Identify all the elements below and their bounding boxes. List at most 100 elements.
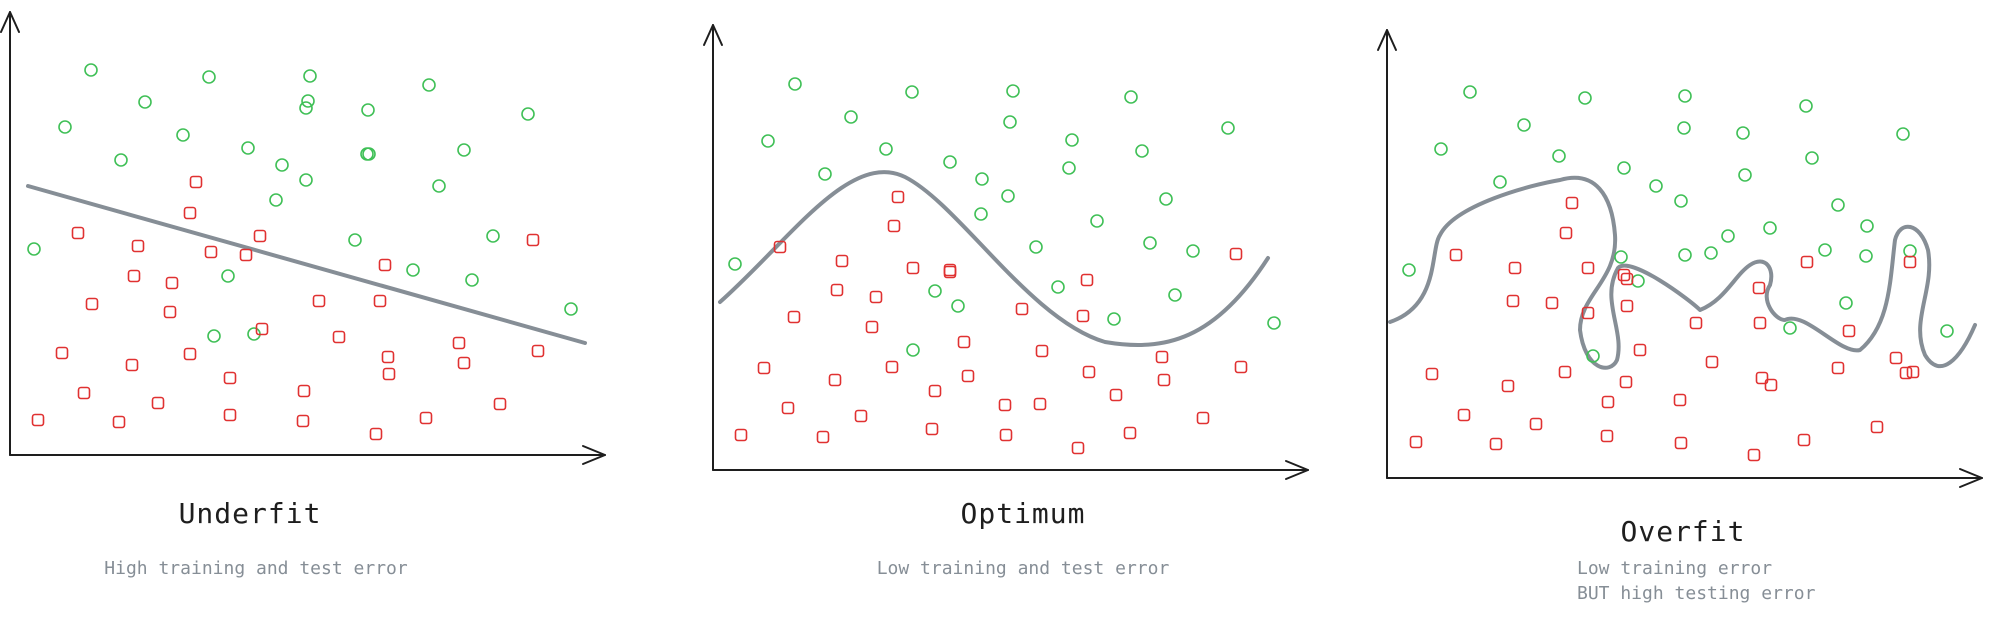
class-a-point xyxy=(1805,151,1819,165)
class-b-point xyxy=(757,361,771,375)
optimum-title: Optimum xyxy=(960,497,1086,530)
class-b-point xyxy=(1831,361,1845,375)
class-b-point xyxy=(71,226,85,240)
class-a-point xyxy=(303,69,317,83)
class-a-point xyxy=(202,70,216,84)
class-a-point xyxy=(406,263,420,277)
class-a-point xyxy=(465,273,479,287)
class-b-point xyxy=(127,269,141,283)
class-a-point xyxy=(1159,192,1173,206)
underfit-points xyxy=(27,63,578,441)
class-b-point xyxy=(1889,351,1903,365)
class-a-point xyxy=(975,172,989,186)
class-b-point xyxy=(1620,299,1634,313)
optimum-y-arrowhead xyxy=(703,24,723,46)
class-a-point xyxy=(1704,246,1718,260)
underfit-title: Underfit xyxy=(178,497,322,530)
class-b-point xyxy=(382,367,396,381)
class-a-point xyxy=(1463,85,1477,99)
class-b-point xyxy=(998,398,1012,412)
overfit-axes xyxy=(1377,29,1983,488)
class-b-point xyxy=(1673,393,1687,407)
class-b-point xyxy=(1906,365,1920,379)
class-a-point xyxy=(1617,161,1631,175)
class-a-point xyxy=(1736,126,1750,140)
optimum-x-arrowhead xyxy=(1285,460,1309,480)
class-a-point xyxy=(906,343,920,357)
class-b-point xyxy=(183,206,197,220)
class-b-point xyxy=(961,369,975,383)
class-a-point xyxy=(1221,121,1235,135)
class-b-point xyxy=(1600,429,1614,443)
class-b-point xyxy=(1617,268,1631,282)
class-a-point xyxy=(301,94,315,108)
overfit-x-arrowhead xyxy=(1959,468,1983,488)
class-a-point xyxy=(951,299,965,313)
class-b-point xyxy=(999,428,1013,442)
class-b-point xyxy=(1689,316,1703,330)
class-a-point xyxy=(138,95,152,109)
class-a-point xyxy=(1434,142,1448,156)
class-b-point xyxy=(1601,395,1615,409)
class-a-point xyxy=(176,128,190,142)
class-b-point xyxy=(1123,426,1137,440)
class-b-point xyxy=(1529,417,1543,431)
class-a-point xyxy=(348,233,362,247)
class-b-point xyxy=(835,254,849,268)
class-a-point xyxy=(818,167,832,181)
class-b-point xyxy=(419,411,433,425)
class-b-point xyxy=(1870,420,1884,434)
class-a-point xyxy=(1678,89,1692,103)
class-a-point xyxy=(27,242,41,256)
class-b-point xyxy=(1109,388,1123,402)
optimum-axes xyxy=(703,24,1309,480)
underfit-axes xyxy=(0,11,606,465)
class-a-point xyxy=(1578,91,1592,105)
class-a-point xyxy=(275,158,289,172)
class-a-point xyxy=(221,269,235,283)
class-b-point xyxy=(77,386,91,400)
class-a-point xyxy=(299,173,313,187)
class-a-point xyxy=(457,143,471,157)
class-b-point xyxy=(830,283,844,297)
class-a-point xyxy=(241,141,255,155)
class-b-point xyxy=(312,294,326,308)
class-b-point xyxy=(85,297,99,311)
underfit-caption: High training and test error xyxy=(104,556,407,581)
class-b-point xyxy=(373,294,387,308)
class-a-point xyxy=(879,142,893,156)
class-b-point xyxy=(253,229,267,243)
class-b-point xyxy=(239,248,253,262)
class-a-point xyxy=(486,229,500,243)
class-b-point xyxy=(1619,375,1633,389)
class-b-point xyxy=(165,276,179,290)
class-a-point xyxy=(1721,229,1735,243)
class-b-point xyxy=(31,413,45,427)
class-b-point xyxy=(1489,437,1503,451)
class-b-point xyxy=(1764,378,1778,392)
optimum-decision-boundary xyxy=(718,170,1270,347)
overfit-caption-line-2: BUT high testing error xyxy=(1577,583,1816,604)
class-b-point xyxy=(189,175,203,189)
axes-layer xyxy=(0,11,1983,488)
class-b-point xyxy=(55,346,69,360)
class-b-point xyxy=(1755,371,1769,385)
overfit-y-arrowhead xyxy=(1377,29,1397,51)
class-a-point xyxy=(1051,280,1065,294)
overfit-title: Overfit xyxy=(1620,515,1746,548)
class-b-point xyxy=(255,322,269,336)
class-a-point xyxy=(1493,175,1507,189)
class-a-point xyxy=(1818,243,1832,257)
class-a-point xyxy=(1552,149,1566,163)
class-b-point xyxy=(297,384,311,398)
class-a-point xyxy=(84,63,98,77)
boundaries-layer xyxy=(26,170,1977,370)
class-a-point xyxy=(1783,321,1797,335)
class-a-point xyxy=(1677,121,1691,135)
class-b-point xyxy=(131,239,145,253)
underfit-x-arrowhead xyxy=(582,445,606,465)
class-b-point xyxy=(1633,343,1647,357)
class-a-point xyxy=(1124,90,1138,104)
class-b-point xyxy=(1747,448,1761,462)
class-b-point xyxy=(1545,296,1559,310)
